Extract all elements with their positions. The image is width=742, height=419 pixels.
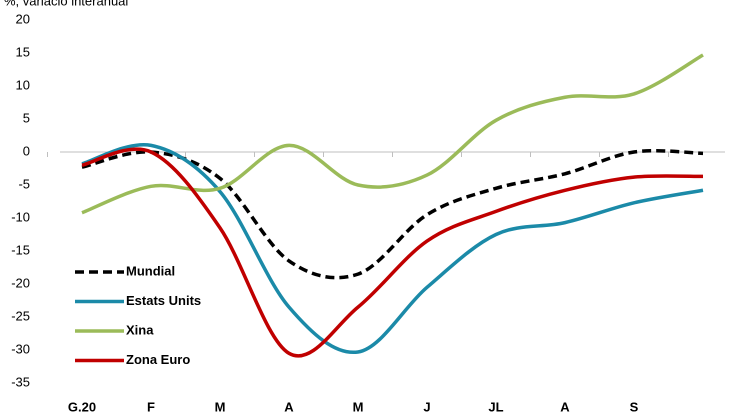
x-tick-label: J bbox=[423, 399, 430, 414]
x-tick-label: JL bbox=[488, 399, 503, 414]
x-tick-label: M bbox=[353, 399, 364, 414]
y-tick-label: -20 bbox=[11, 275, 30, 290]
x-tick-label: M bbox=[215, 399, 226, 414]
x-tick-label: G.20 bbox=[68, 399, 96, 414]
y-tick-label: 10 bbox=[16, 77, 30, 92]
legend-label: Mundial bbox=[126, 263, 175, 278]
x-tick-label: A bbox=[284, 399, 294, 414]
series-line bbox=[81, 149, 704, 280]
y-tick-label: 5 bbox=[23, 110, 30, 125]
legend-label: Estats Units bbox=[126, 293, 201, 308]
y-tick-label: -30 bbox=[11, 341, 30, 356]
series-line bbox=[81, 53, 704, 215]
x-tick-label: F bbox=[147, 399, 155, 414]
y-axis-label: %, variació interanual bbox=[4, 0, 128, 8]
y-tick-label: -35 bbox=[11, 374, 30, 389]
x-tick-label: S bbox=[630, 399, 639, 414]
series-line bbox=[81, 147, 704, 358]
y-tick-label: -25 bbox=[11, 308, 30, 323]
y-tick-label: -10 bbox=[11, 209, 30, 224]
y-tick-label: -15 bbox=[11, 242, 30, 257]
legend-label: Xina bbox=[126, 322, 154, 337]
series-line bbox=[81, 142, 704, 354]
legend-label: Zona Euro bbox=[126, 352, 190, 367]
y-tick-label: 15 bbox=[16, 44, 30, 59]
y-tick-label: 20 bbox=[16, 11, 30, 26]
y-tick-label: -5 bbox=[18, 176, 30, 191]
y-tick-label: 0 bbox=[23, 143, 30, 158]
x-tick-label: A bbox=[560, 399, 570, 414]
